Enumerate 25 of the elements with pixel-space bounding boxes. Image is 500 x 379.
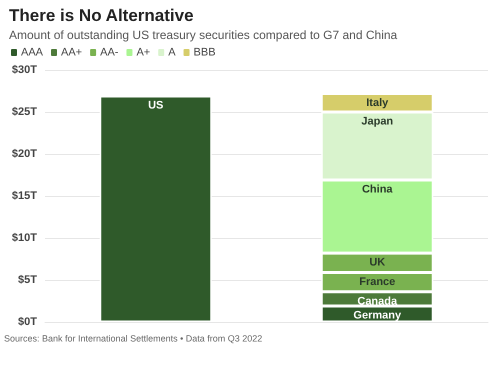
y-tick-label: $15T (12, 190, 38, 202)
data-label: Germany (353, 310, 402, 322)
y-tick-label: $0T (18, 316, 38, 328)
data-label: Italy (366, 97, 390, 110)
data-label: China (362, 184, 394, 196)
legend-label: AA- (100, 46, 119, 58)
legend-label: BBB (194, 46, 216, 58)
data-label: France (359, 276, 396, 288)
legend-label: AA+ (61, 46, 82, 58)
y-tick-label: $25T (12, 106, 38, 118)
chart-subtitle: Amount of outstanding US treasury securities compared to G7 and China (9, 28, 398, 42)
source-note: Sources: Bank for International Settlements • Data from Q3 2022 (4, 334, 262, 344)
y-tick-label: $30T (12, 64, 38, 76)
data-label: US (148, 100, 164, 112)
data-label: Canada (357, 295, 398, 308)
y-tick-label: $20T (12, 148, 38, 160)
bar (100, 96, 212, 322)
chart-title: There is No Alternative (9, 6, 194, 25)
legend-label: AAA (21, 46, 44, 58)
legend-label: A (168, 46, 176, 58)
legend-label: A+ (136, 46, 150, 58)
data-label: UK (369, 256, 386, 269)
y-tick-label: $5T (18, 274, 38, 286)
y-tick-label: $10T (12, 232, 38, 244)
data-label: Japan (361, 116, 394, 128)
